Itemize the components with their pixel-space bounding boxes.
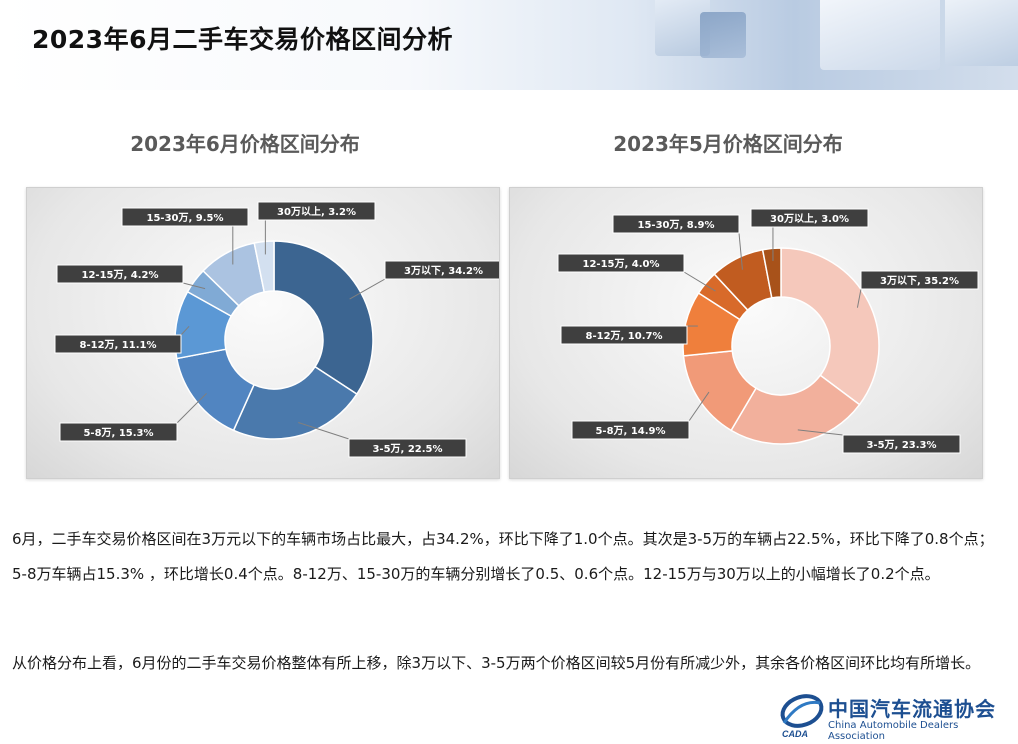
data-label-2: 3-5万, 22.5% — [372, 443, 442, 455]
data-label-7: 30万以上, 3.2% — [277, 205, 356, 218]
cada-logo-mark-icon: CADA — [780, 694, 824, 739]
data-label-5: 12-15万, 4.0% — [583, 258, 660, 270]
donut-slice-1 — [780, 247, 880, 406]
leader-line-3 — [176, 392, 207, 424]
may-donut-chart: 3万以下, 35.2% 3-5万, 23.3% 5-8万, 14.9% 8-12万, … — [509, 187, 983, 479]
data-label-3: 5-8万, 15.3% — [83, 427, 153, 439]
data-label-box-2 — [842, 434, 961, 454]
analysis-paragraph-1: 6月，二手车交易价格区间在3万元以下的车辆市场占比最大，占34.2%，环比下降了… — [12, 530, 994, 583]
donut-slice-1 — [273, 240, 374, 396]
header-banner: 2023年6月二手车交易价格区间分析 — [0, 0, 1018, 90]
data-label-box-1 — [860, 270, 979, 290]
june-donut-svg: 3万以下, 34.2% 3-5万, 22.5% 5-8万, 15.3% 8-12万, … — [54, 201, 499, 458]
leader-line-5 — [683, 271, 716, 292]
data-label-4: 8-12万, 11.1% — [80, 339, 157, 351]
donut-slice-7 — [253, 240, 275, 293]
data-label-1: 3万以下, 35.2% — [880, 275, 959, 287]
data-label-box-4 — [560, 325, 688, 345]
leader-line-3 — [688, 391, 710, 422]
data-label-box-5 — [56, 264, 184, 284]
donut-slice-2 — [232, 365, 358, 440]
leader-line-6 — [738, 232, 743, 270]
data-label-6: 15-30万, 8.9% — [638, 219, 715, 231]
cada-logo: CADA 中国汽车流通协会 China Automobile Dealers A… — [776, 689, 1012, 742]
data-label-6: 15-30万, 9.5% — [147, 212, 224, 224]
leader-line-1 — [856, 288, 862, 308]
cada-mark-text: CADA — [782, 729, 808, 739]
data-label-box-1 — [384, 260, 499, 280]
data-label-box-3 — [571, 420, 690, 440]
leader-line-2 — [797, 429, 844, 436]
banner-cube-2 — [700, 12, 746, 58]
data-label-box-3 — [59, 422, 178, 442]
data-label-2: 3-5万, 23.3% — [866, 439, 936, 451]
analysis-paragraph-2: 从价格分布上看，6月份的二手车交易价格整体有所上移，除3万以下、3-5万两个价格… — [12, 654, 981, 672]
donut-slice-7 — [761, 247, 782, 299]
page-title: 2023年6月二手车交易价格区间分析 — [32, 25, 453, 54]
data-label-box-2 — [348, 438, 467, 458]
data-label-box-6 — [612, 214, 740, 234]
data-label-box-4 — [54, 334, 182, 354]
data-label-1: 3万以下, 34.2% — [404, 265, 483, 277]
leader-line-4 — [180, 325, 190, 336]
logo-name-cn: 中国汽车流通协会 — [828, 697, 996, 721]
banner-cube-4 — [945, 0, 1018, 66]
logo-name-en: China Automobile Dealers Association — [828, 720, 959, 742]
data-label-4: 8-12万, 10.7% — [586, 330, 663, 342]
data-label-7: 30万以上, 3.0% — [770, 212, 849, 225]
data-label-box-6 — [121, 207, 249, 227]
june-chart-title: 2023年6月价格区间分布 — [130, 132, 360, 156]
data-label-box-7 — [257, 201, 376, 221]
leader-line-5 — [182, 282, 206, 290]
leader-line-2 — [298, 422, 350, 440]
data-label-5: 12-15万, 4.2% — [82, 269, 159, 281]
data-label-3: 5-8万, 14.9% — [595, 425, 665, 437]
leader-line-1 — [349, 278, 386, 300]
data-label-box-7 — [750, 208, 869, 228]
june-donut-chart: 3万以下, 34.2% 3-5万, 22.5% 5-8万, 15.3% 8-12万, … — [26, 187, 500, 479]
may-donut-svg: 3万以下, 35.2% 3-5万, 23.3% 5-8万, 14.9% 8-12万, … — [557, 208, 979, 454]
data-label-box-5 — [557, 253, 685, 273]
may-chart-title: 2023年5月价格区间分布 — [613, 132, 843, 156]
donut-slice-2 — [730, 374, 861, 445]
banner-cube-3 — [820, 0, 940, 70]
